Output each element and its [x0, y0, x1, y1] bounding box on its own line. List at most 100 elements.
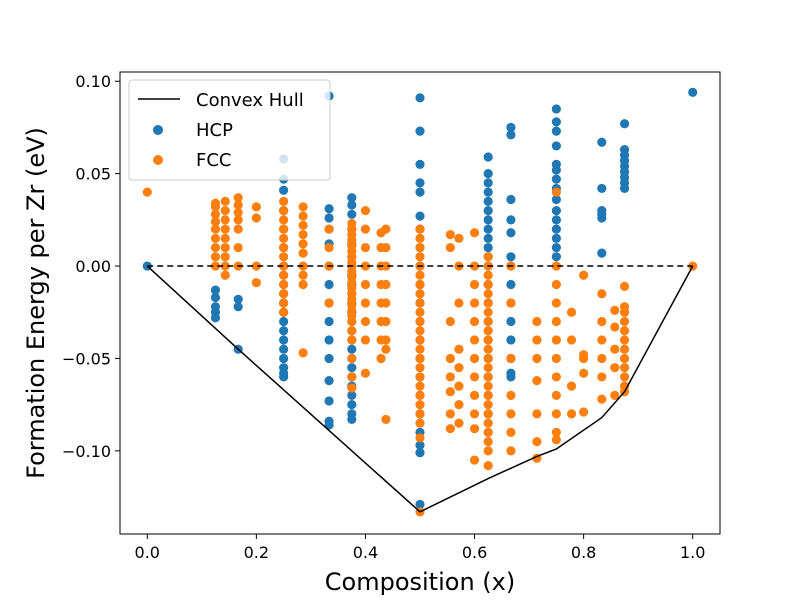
legend: Convex Hull HCP FCC — [128, 79, 331, 181]
fcc-point — [298, 220, 308, 230]
x-tick-label: 0.8 — [571, 543, 596, 562]
fcc-point — [469, 390, 480, 400]
legend-fcc-label: FCC — [196, 150, 232, 171]
fcc-point — [415, 233, 425, 243]
fcc-point — [445, 242, 455, 253]
y-axis-title: Formation Energy per Zr (eV) — [22, 127, 50, 479]
fcc-point — [298, 239, 308, 249]
hcp-point — [279, 335, 289, 345]
hcp-point — [551, 206, 561, 216]
hcp-point — [506, 122, 516, 133]
fcc-point — [454, 381, 464, 391]
fcc-point — [360, 224, 371, 234]
hcp-point — [210, 313, 221, 323]
fcc-point — [347, 326, 357, 336]
fcc-point — [579, 353, 589, 364]
hcp-point — [347, 200, 357, 210]
legend-hcp-marker — [153, 125, 163, 135]
hcp-point — [347, 400, 357, 410]
fcc-point — [445, 409, 455, 419]
hcp-point — [324, 204, 334, 214]
fcc-point — [233, 224, 243, 234]
fcc-point — [483, 353, 493, 364]
fcc-point — [532, 437, 542, 447]
fcc-point — [579, 368, 589, 378]
x-tick-label: 0.2 — [244, 543, 269, 562]
fcc-point — [251, 261, 261, 271]
hcp-point — [415, 126, 425, 136]
fcc-point — [415, 298, 425, 308]
hcp-point — [324, 396, 334, 406]
fcc-point — [619, 326, 630, 336]
fcc-point — [279, 289, 289, 299]
plot-frame — [119, 71, 721, 535]
fcc-point — [415, 270, 425, 280]
fcc-point — [566, 335, 577, 345]
y-tick-label: 0.05 — [75, 165, 111, 184]
fcc-point — [566, 381, 577, 391]
fcc-point — [376, 353, 386, 364]
hcp-point — [324, 335, 334, 345]
fcc-point — [298, 270, 308, 280]
fcc-point — [220, 233, 230, 243]
fcc-point — [619, 335, 630, 345]
fcc-point — [210, 242, 221, 253]
fcc-point — [279, 242, 289, 253]
hcp-point — [506, 215, 516, 225]
hcp-point — [233, 294, 243, 304]
fcc-point — [251, 213, 261, 223]
fcc-point — [469, 261, 480, 271]
fcc-point — [551, 279, 561, 290]
fcc-point — [415, 289, 425, 299]
fcc-point — [360, 279, 371, 290]
hcp-point — [483, 206, 493, 216]
fcc-point — [324, 242, 334, 253]
fcc-point — [220, 270, 230, 280]
fcc-point — [381, 344, 391, 354]
fcc-point — [415, 252, 425, 262]
fcc-point — [506, 427, 516, 437]
fcc-point — [619, 307, 630, 317]
fcc-point — [381, 298, 391, 308]
fcc-point — [619, 344, 630, 354]
x-tick-label: 1.0 — [680, 543, 705, 562]
fcc-point — [279, 196, 289, 206]
hcp-point — [324, 213, 334, 223]
fcc-point — [551, 261, 561, 271]
hcp-point — [551, 141, 561, 151]
fcc-point — [360, 316, 371, 327]
fcc-point — [483, 390, 493, 400]
hcp-point — [324, 353, 334, 364]
fcc-point — [210, 202, 221, 212]
hcp-point — [506, 130, 516, 140]
hcp-point — [506, 279, 516, 290]
hcp-point — [233, 302, 243, 312]
fcc-point — [506, 390, 516, 400]
fcc-point — [483, 279, 493, 290]
fcc-point — [279, 224, 289, 234]
hcp-point — [597, 213, 607, 223]
hcp-point — [415, 499, 425, 510]
fcc-point — [279, 261, 289, 271]
fcc-point — [360, 335, 371, 345]
fcc-point — [220, 224, 230, 234]
plot-lines — [146, 265, 694, 513]
fcc-point — [610, 344, 620, 354]
hcp-point — [415, 178, 425, 188]
fcc-point — [251, 278, 261, 288]
fcc-point — [551, 187, 561, 197]
hcp-point — [483, 224, 493, 234]
fcc-point — [210, 209, 221, 219]
fcc-point — [469, 353, 480, 364]
fcc-point — [279, 215, 289, 225]
hcp-point — [506, 316, 516, 327]
fcc-point — [415, 335, 425, 345]
fcc-point — [279, 233, 289, 243]
fcc-point — [483, 381, 493, 391]
fcc-point — [279, 270, 289, 280]
hcp-point — [347, 193, 357, 203]
hcp-point — [347, 209, 357, 219]
fcc-point — [483, 427, 493, 437]
fcc-point — [551, 409, 561, 419]
fcc-point — [445, 372, 455, 382]
